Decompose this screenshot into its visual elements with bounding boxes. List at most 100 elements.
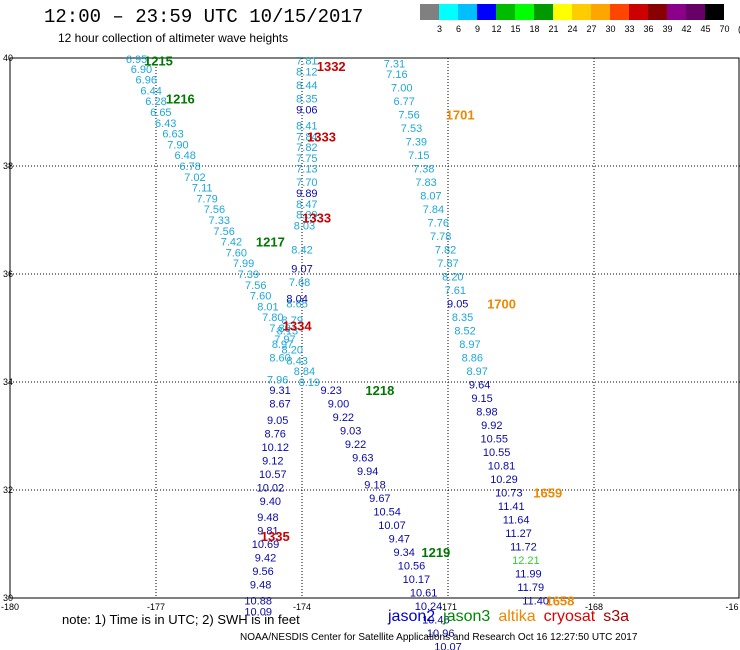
pass-label: 1217 xyxy=(256,235,285,250)
wave-height-value: 8.42 xyxy=(291,245,312,257)
satellite-cryosat: cryosat xyxy=(543,608,596,625)
wave-height-value: 10.57 xyxy=(259,469,287,481)
wave-height-value: 11.41 xyxy=(498,501,525,513)
wave-height-value: 7.60 xyxy=(250,291,271,303)
wave-height-value: 9.23 xyxy=(320,385,341,397)
wave-height-value: 6.78 xyxy=(179,161,200,173)
legend-label: 18 xyxy=(529,24,540,34)
pass-label: 1700 xyxy=(487,297,516,312)
x-tick-label: -180 xyxy=(1,602,19,612)
wave-height-value: 9.15 xyxy=(471,393,492,405)
legend-swatch xyxy=(534,4,553,20)
color-scale-swatches xyxy=(420,4,724,20)
wave-height-value: 12.21 xyxy=(512,555,540,567)
wave-height-value: 7.56 xyxy=(204,204,225,216)
wave-height-value: 7.79 xyxy=(196,193,217,205)
wave-height-value: 9.31 xyxy=(269,385,290,397)
map-subtitle: 12 hour collection of altimeter wave hei… xyxy=(58,31,289,45)
wave-height-value: 7.70 xyxy=(296,177,317,189)
wave-height-value: 7.96 xyxy=(267,374,288,386)
wave-height-value: 9.07 xyxy=(291,264,312,276)
wave-height-value: 7.16 xyxy=(386,69,407,81)
wave-height-value: 7.84 xyxy=(423,204,444,216)
legend-swatch xyxy=(477,4,496,20)
y-tick-label: 32 xyxy=(3,485,13,495)
wave-height-value: 8.97 xyxy=(466,366,487,378)
legend-label: (ft) xyxy=(734,24,740,36)
wave-height-value: 7.56 xyxy=(398,110,419,122)
x-tick-label: -168 xyxy=(585,602,603,612)
wave-height-value: 7.78 xyxy=(430,231,451,243)
legend-swatch xyxy=(610,4,629,20)
wave-height-value: 9.94 xyxy=(357,466,378,478)
satellite-s3a: s3a xyxy=(603,608,630,625)
wave-height-value: 9.42 xyxy=(255,553,276,565)
legend-label: 6 xyxy=(455,24,461,34)
wave-height-value: 8.98 xyxy=(476,407,497,419)
wave-height-value: 7.80 xyxy=(262,312,283,324)
wave-height-value: 7.02 xyxy=(184,172,205,184)
wave-height-value: 7.15 xyxy=(408,150,429,162)
legend-swatch xyxy=(667,4,686,20)
wave-height-value: 9.89 xyxy=(296,188,317,200)
wave-height-value: 10.54 xyxy=(373,507,401,519)
wave-height-value: 10.29 xyxy=(490,474,518,486)
wave-height-value: 7.39 xyxy=(238,269,259,281)
legend-label: 42 xyxy=(681,24,692,34)
wave-height-value: 6.96 xyxy=(136,75,157,87)
wave-height-value: 10.17 xyxy=(403,574,431,586)
legend-label: 21 xyxy=(548,24,559,34)
wave-height-value: 7.83 xyxy=(415,177,436,189)
wave-height-value: 9.81 xyxy=(257,526,278,538)
wave-height-value: 11.79 xyxy=(517,582,544,594)
wave-height-value: 7.81 xyxy=(296,56,317,68)
wave-height-value: 8.35 xyxy=(452,312,473,324)
legend-label: 9 xyxy=(474,24,480,34)
wave-height-value: 6.44 xyxy=(140,85,161,97)
wave-height-value: 10.07 xyxy=(378,520,406,532)
pass-label: 1659 xyxy=(533,486,562,501)
legend-swatch xyxy=(420,4,439,20)
pass-label: 1216 xyxy=(166,92,195,107)
wave-height-value: 9.18 xyxy=(364,480,385,492)
wave-height-value: 9.92 xyxy=(481,420,502,432)
satellite-jason3: jason3 xyxy=(443,608,491,625)
pass-label: 1219 xyxy=(421,545,450,560)
legend-label: 33 xyxy=(624,24,635,34)
wave-height-value: 10.55 xyxy=(480,434,508,446)
pass-label: 1215 xyxy=(144,54,173,69)
wave-height-value: 7.38 xyxy=(413,164,434,176)
wave-height-value: 9.05 xyxy=(447,299,468,311)
wave-height-value: 9.56 xyxy=(252,566,273,578)
wave-height-value: 8.04 xyxy=(286,293,307,305)
pass-label: 1218 xyxy=(365,383,394,398)
pass-label: 1333 xyxy=(302,210,331,225)
wave-height-value: 9.03 xyxy=(340,426,361,438)
legend-swatch xyxy=(458,4,477,20)
pass-label: 1335 xyxy=(261,529,290,544)
wave-height-value: 8.52 xyxy=(454,326,475,338)
y-tick-label: 34 xyxy=(3,377,13,387)
wave-height-value: 9.40 xyxy=(260,496,281,508)
x-tick-label: -177 xyxy=(147,602,165,612)
wave-height-value: 9.12 xyxy=(262,455,283,467)
wave-height-value: 7.75 xyxy=(296,153,317,165)
legend-swatch xyxy=(496,4,515,20)
wave-height-value: 8.60 xyxy=(269,353,290,365)
wave-height-value: 7.56 xyxy=(245,280,266,292)
wave-height-value: 10.73 xyxy=(495,488,523,500)
legend-label: 3 xyxy=(436,24,442,34)
wave-height-value: 8.20 xyxy=(442,272,463,284)
wave-height-value: 7.99 xyxy=(233,258,254,270)
legend-label: 39 xyxy=(662,24,673,34)
wave-height-value: 6.63 xyxy=(162,129,183,141)
y-tick-label: 40 xyxy=(3,53,13,63)
wave-height-value: 8.44 xyxy=(296,80,317,92)
x-tick-label: -171 xyxy=(439,602,457,612)
legend-label: 36 xyxy=(643,24,654,34)
wave-height-value: 9.48 xyxy=(257,512,278,524)
wave-height-value: 6.90 xyxy=(131,64,152,76)
